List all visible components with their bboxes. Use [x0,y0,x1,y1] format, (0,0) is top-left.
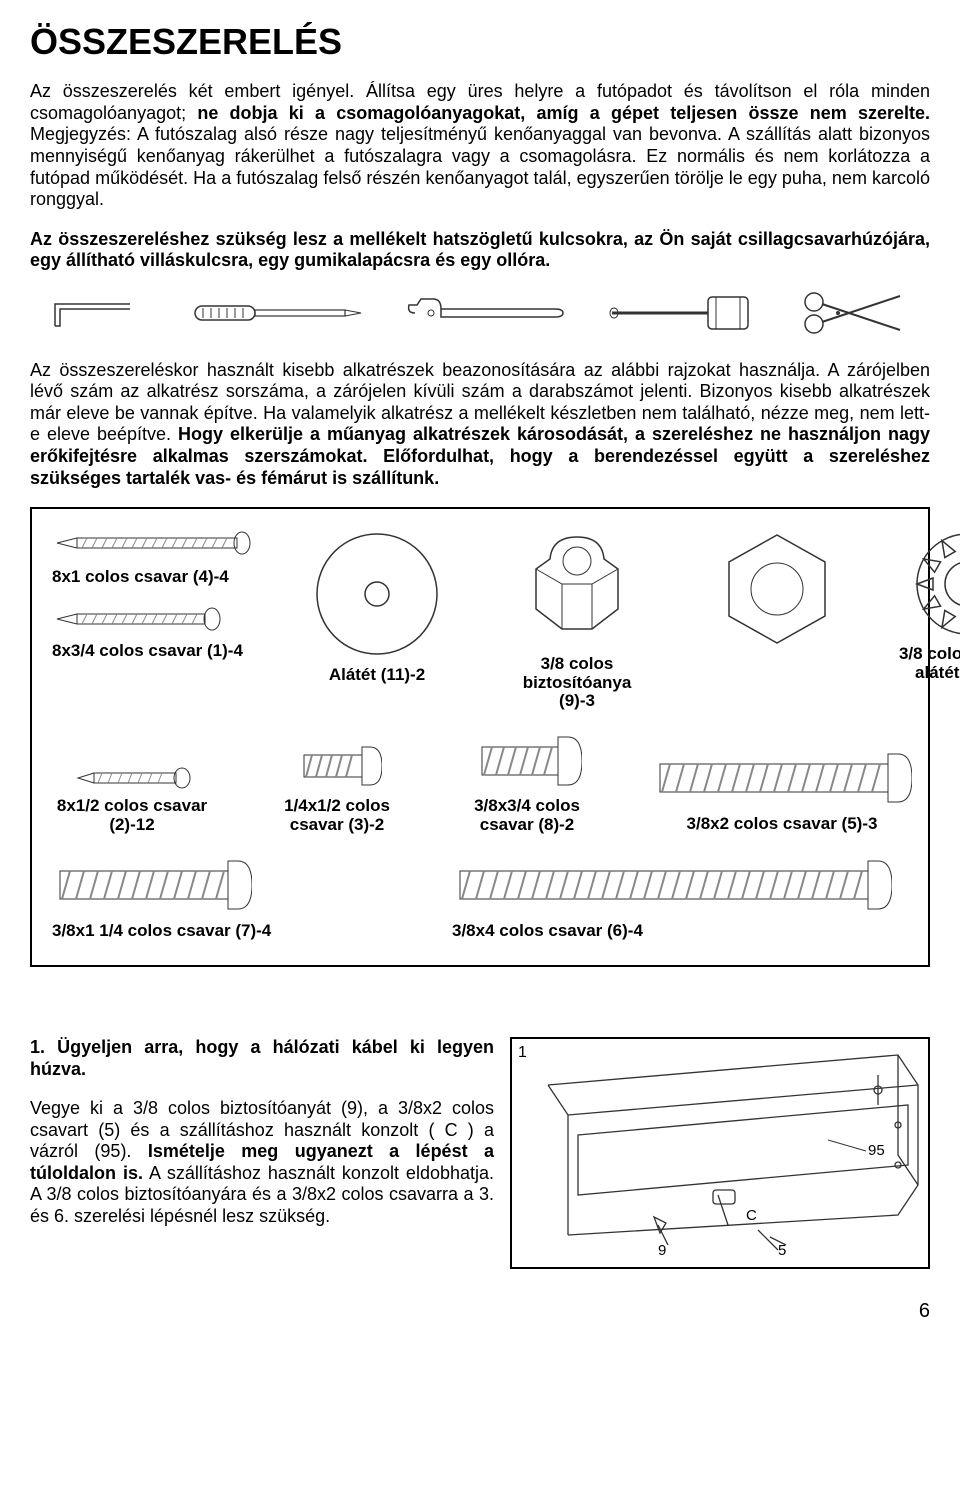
fig-label-5: 5 [778,1242,786,1255]
step1-body: Vegye ki a 3/8 colos biztosítóanyát (9),… [30,1098,494,1228]
lock-nut-icon [522,529,632,649]
part-label-8x12: 8x1/2 colos csavar(2)-12 [57,797,207,834]
part-label-washer: Alátét (11)-2 [329,665,425,685]
mallet-icon [608,291,758,341]
part-label-38x114: 3/8x1 1/4 colos csavar (7)-4 [52,921,271,941]
part-label-8x1: 8x1 colos csavar (4)-4 [52,567,229,587]
scissors-icon [800,290,910,342]
bolt-38x34-icon [472,731,582,791]
star-washer-icon [912,529,960,639]
bolt-38x4-icon [452,855,892,915]
tools-needed-paragraph: Az összeszereléshez szükség lesz a mellé… [30,229,930,272]
fig-label-9: 9 [658,1242,666,1255]
part-label-starwasher: 3/8 colos csillag-alátét (10)-10 [899,645,960,682]
washer-icon [312,529,442,659]
intro-paragraph-1: Az összeszerelés két embert igényel. Áll… [30,81,930,211]
fig-label-95: 95 [868,1142,885,1159]
part-label-locknut: 3/8 colos biztosítóanya(9)-3 [492,655,662,711]
wrench-icon [405,293,565,339]
part-label-38x2: 3/8x2 colos csavar (5)-3 [687,814,878,834]
page-title: ÖSSZESZERELÉS [30,20,930,63]
screwdriver-icon [193,296,363,336]
para1-tail: Megjegyzés: A futószalag alsó része nagy… [30,124,930,209]
step1-figure: 1 95 C 9 5 [510,1037,930,1269]
screw-8x12-icon [72,765,192,791]
bolt-14x12-icon [292,741,382,791]
page-number: 6 [30,1299,930,1323]
parts-id-paragraph: Az összeszereléskor használt kisebb alka… [30,360,930,490]
parts-box: 8x1 colos csavar (4)-4 8x3/4 colos csava… [30,507,930,967]
screw-8x34-icon [52,605,222,633]
bolt-38x2-icon [652,748,912,808]
hex-key-icon [50,296,150,336]
part-label-38x34: 3/8x3/4 coloscsavar (8)-2 [474,797,580,834]
part-label-38x4: 3/8x4 colos csavar (6)-4 [452,921,643,941]
step1-lead: 1. Ügyeljen arra, hogy a hálózati kábel … [30,1037,494,1080]
tools-row [30,290,930,342]
figure-number: 1 [518,1043,527,1062]
hex-nut-icon [717,529,837,649]
fig-label-C: C [746,1207,757,1224]
step-1-section: 1. Ügyeljen arra, hogy a hálózati kábel … [30,1037,930,1269]
para1-bold: ne dobja ki a csomagolóanyagokat, amíg a… [197,103,930,123]
part-label-8x34: 8x3/4 colos csavar (1)-4 [52,641,243,661]
bolt-38x114-icon [52,855,252,915]
part-label-14x12: 1/4x1/2 coloscsavar (3)-2 [284,797,390,834]
screw-8x1-icon [52,529,252,557]
